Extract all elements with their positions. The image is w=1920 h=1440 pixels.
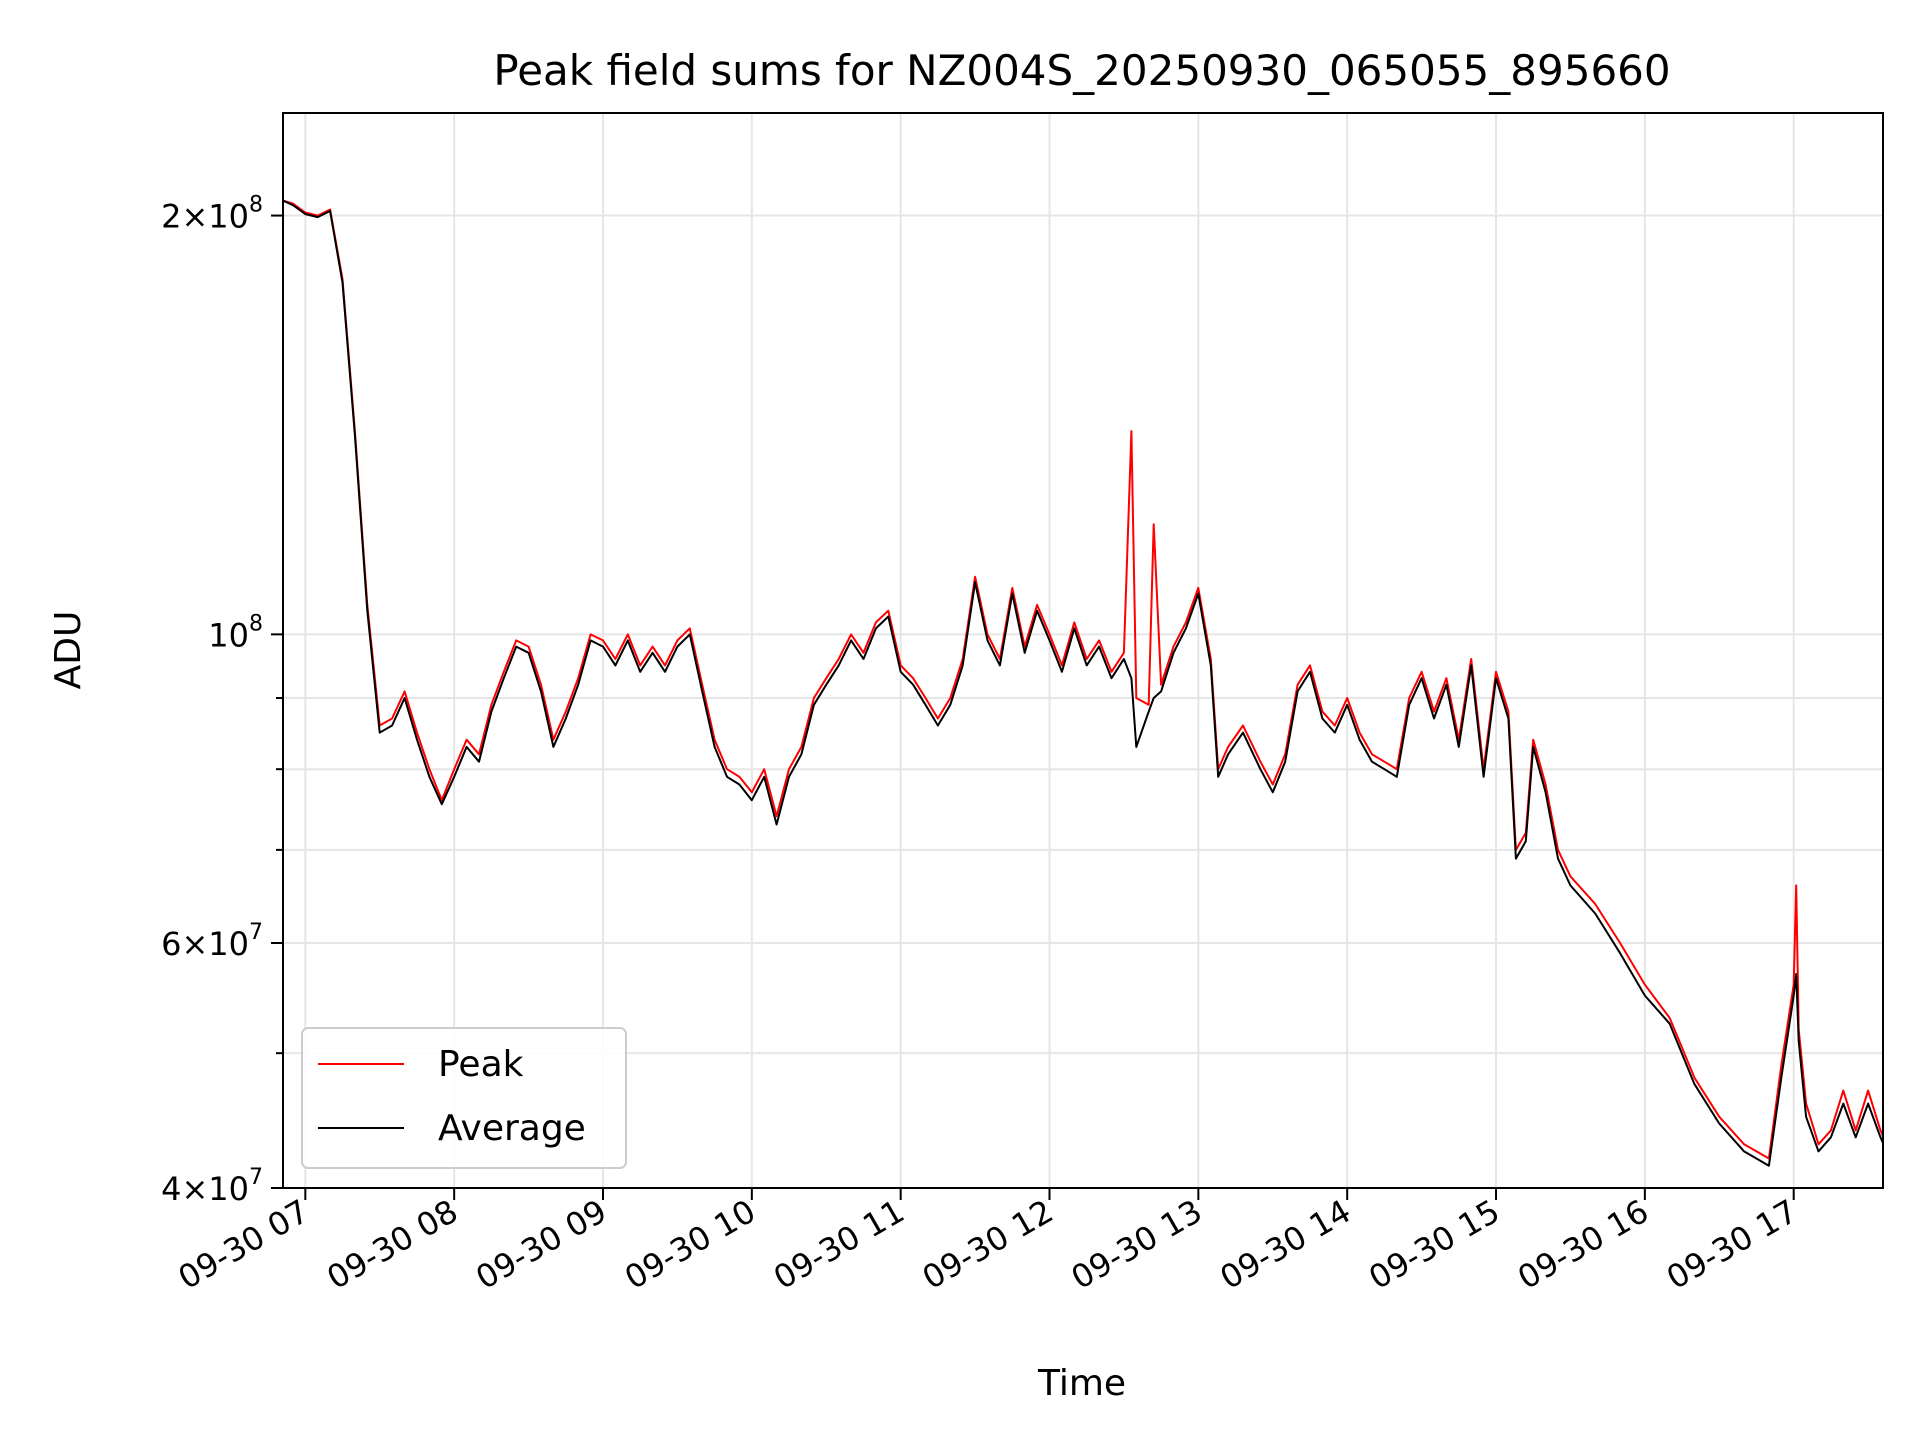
y-tick-label: 108 [208, 611, 263, 654]
grid [283, 113, 1883, 1189]
legend-label-peak: Peak [438, 1044, 524, 1085]
y-tick-label: 4×107 [161, 1165, 263, 1208]
y-tick-exponent: 7 [249, 1165, 263, 1190]
y-tick-exponent: 8 [249, 193, 263, 218]
plot-frame [282, 112, 1884, 1189]
y-tick-exponent: 8 [249, 611, 263, 636]
y-tick-mantissa: 6×10 [161, 925, 249, 963]
series-layer [283, 199, 1883, 1167]
y-tick-mantissa: 10 [208, 616, 249, 654]
y-tick-exponent: 7 [249, 920, 263, 945]
legend: Peak Average [301, 1027, 627, 1169]
y-tick-label: 6×107 [161, 920, 263, 963]
series-line-peak [283, 199, 1883, 1160]
y-tick-label: 2×108 [161, 193, 263, 236]
y-tick-mantissa: 2×10 [161, 198, 249, 236]
y-tick-mantissa: 4×10 [161, 1170, 249, 1208]
x-axis-label: Time [1037, 1363, 1126, 1404]
chart-title: Peak field sums for NZ004S_20250930_0650… [493, 46, 1670, 95]
series-line-average [283, 199, 1883, 1167]
legend-label-average: Average [438, 1108, 586, 1149]
y-axis-label: ADU [48, 611, 89, 690]
